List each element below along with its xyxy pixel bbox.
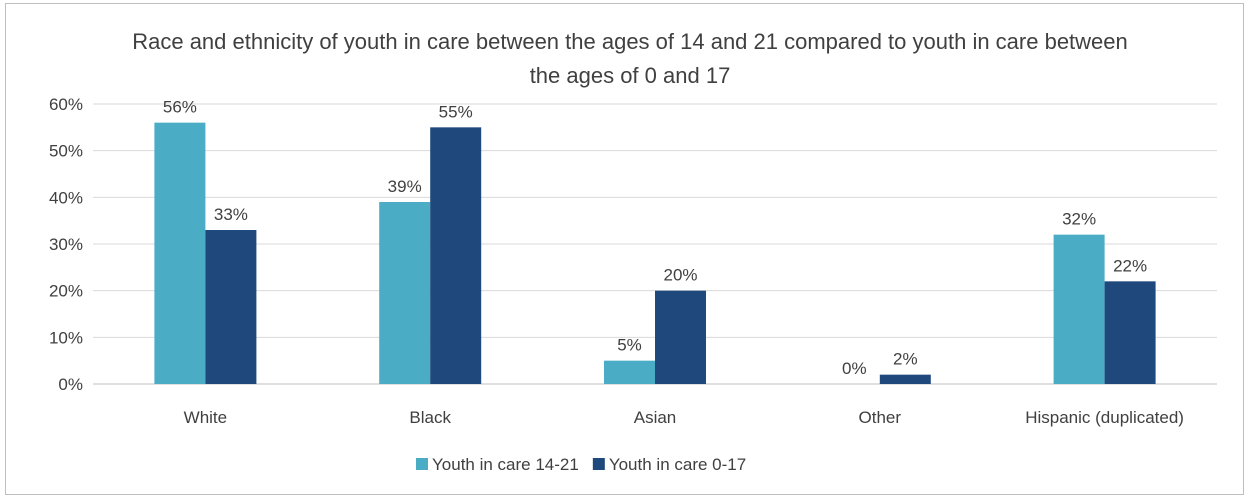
y-tick-label: 50% [49,142,83,161]
x-category-label: Hispanic (duplicated) [1025,408,1184,427]
y-tick-label: 60% [49,95,83,114]
data-label: 2% [893,350,918,369]
data-label: 5% [617,336,642,355]
x-category-label: Black [409,408,451,427]
bar [1104,281,1156,384]
y-tick-label: 40% [49,188,83,207]
legend-label: Youth in care 0-17 [609,455,746,474]
bar [205,230,257,384]
data-label: 22% [1113,256,1147,275]
x-category-label: Other [859,408,902,427]
data-label: 32% [1062,210,1096,229]
legend-swatch [592,458,605,470]
data-labels: 56% 33% 39% 55% 5% 20% 0% 2% 32% 22% [163,98,1147,378]
bar [154,122,206,385]
data-label: 33% [214,205,248,224]
legend: Youth in care 14-21 Youth in care 0-17 [416,455,746,474]
data-label: 20% [663,266,697,285]
data-label: 39% [388,177,422,196]
bar [379,202,431,384]
data-label: 55% [439,102,473,121]
x-category-label: Asian [634,408,677,427]
bar [1053,234,1105,384]
legend-label: Youth in care 14-21 [432,455,579,474]
y-tick-label: 30% [49,235,83,254]
y-axis-ticks: 0% 10% 20% 30% 40% 50% 60% [49,95,83,394]
bar [604,360,655,384]
x-axis-categories: White Black Asian Other Hispanic (duplicated… [184,408,1184,427]
bars [154,122,1156,385]
y-tick-label: 10% [49,328,83,347]
bar [655,290,706,384]
bar [879,374,931,384]
y-tick-label: 0% [58,375,83,394]
chart-title: Race and ethnicity of youth in care betw… [132,29,1128,88]
data-label: 56% [163,98,197,117]
y-tick-label: 20% [49,282,83,301]
x-category-label: White [184,408,227,427]
data-label: 0% [842,359,867,378]
legend-swatch [416,458,428,470]
bar [430,127,482,384]
